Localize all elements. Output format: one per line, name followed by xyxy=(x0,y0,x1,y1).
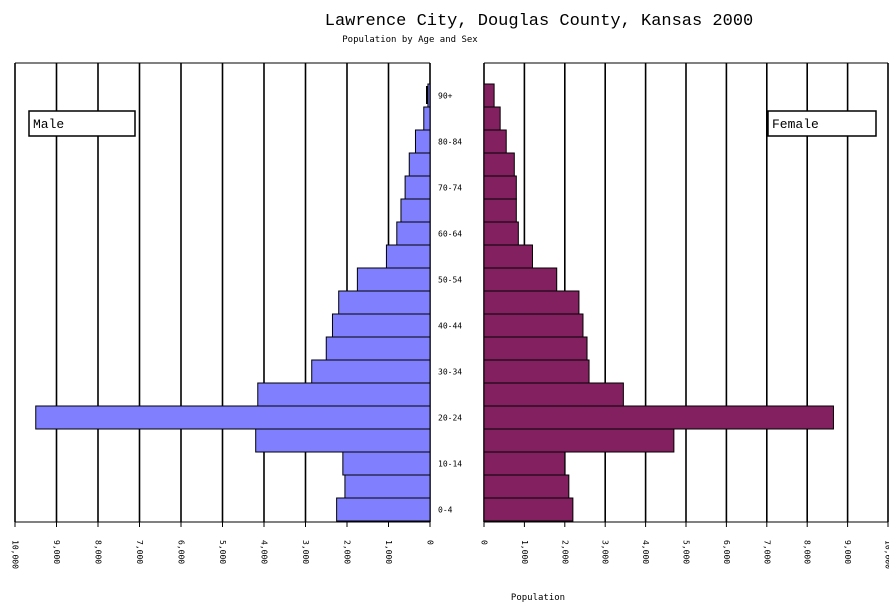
male-tick-label: 4,000 xyxy=(260,540,269,564)
male-bar-25-29 xyxy=(257,382,431,407)
male-tick-label: 10,000 xyxy=(11,540,20,569)
male-tick-label: 7,000 xyxy=(135,540,144,564)
female-bar-45-49 xyxy=(483,290,580,315)
female-bar-85-89 xyxy=(483,106,501,131)
female-bar-0-4 xyxy=(483,497,574,522)
female-bar-30-34 xyxy=(483,359,590,384)
male-tick-label: 0 xyxy=(426,540,435,545)
female-bar-15-19 xyxy=(483,428,675,453)
x-axis-label: Population xyxy=(511,593,565,603)
female-tick-label: 0 xyxy=(480,540,489,545)
male-bar-90+ xyxy=(427,83,431,108)
male-bar-5-9 xyxy=(344,474,431,499)
male-bar-85-89 xyxy=(423,106,431,131)
male-tick-label: 1,000 xyxy=(384,540,393,564)
female-tick-label: 4,000 xyxy=(641,540,650,564)
male-bar-75-79 xyxy=(408,152,431,177)
male-bar-45-49 xyxy=(338,290,431,315)
female-bar-10-14 xyxy=(483,451,566,476)
female-bar-55-59 xyxy=(483,244,533,269)
male-bar-55-59 xyxy=(385,244,431,269)
male-tick-label: 8,000 xyxy=(94,540,103,564)
age-group-labels: 0-4 10-14 20-24 30-34 40-44 50-54 60-64 70-74 80… xyxy=(426,86,462,515)
age-label-40-44: 40-44 xyxy=(438,322,462,331)
male-panel: 0 1,000 2,000 3,000 4,000 5,000 6,000 7,000 8,00… xyxy=(11,62,435,569)
female-tick-label: 7,000 xyxy=(762,540,771,564)
male-tick-label: 6,000 xyxy=(177,540,186,564)
female-legend-box xyxy=(767,110,877,137)
female-panel: 0 1,000 2,000 3,000 4,000 5,000 6,000 7,000 8,00… xyxy=(480,62,889,569)
male-legend-box xyxy=(28,110,136,137)
female-bar-70-74 xyxy=(483,175,517,200)
male-bar-40-44 xyxy=(331,313,431,338)
female-bar-60-64 xyxy=(483,221,519,246)
female-bar-40-44 xyxy=(483,313,584,338)
female-tick-label: 1,000 xyxy=(520,540,529,564)
male-bar-80-84 xyxy=(414,129,431,154)
male-legend-label: Male xyxy=(33,117,64,132)
chart-title: Lawrence City, Douglas County, Kansas 20… xyxy=(325,12,753,31)
female-tick-label: 9,000 xyxy=(843,540,852,564)
male-tick-label: 5,000 xyxy=(218,540,227,564)
male-tick-label: 3,000 xyxy=(301,540,310,564)
male-bar-10-14 xyxy=(342,451,431,476)
female-tick-label: 3,000 xyxy=(601,540,610,564)
chart-subtitle: Population by Age and Sex xyxy=(342,35,478,45)
male-bar-70-74 xyxy=(404,175,431,200)
female-tick-label: 5,000 xyxy=(682,540,691,564)
age-label-70-74: 70-74 xyxy=(438,184,462,193)
female-bar-25-29 xyxy=(483,382,624,407)
age-label-10-14: 10-14 xyxy=(438,460,462,469)
male-bar-15-19 xyxy=(255,428,431,453)
age-label-20-24: 20-24 xyxy=(438,414,462,423)
female-bar-75-79 xyxy=(483,152,515,177)
age-label-90+: 90+ xyxy=(438,92,453,101)
age-label-50-54: 50-54 xyxy=(438,276,462,285)
female-bar-5-9 xyxy=(483,474,570,499)
male-bar-50-54 xyxy=(356,267,431,292)
female-bar-65-69 xyxy=(483,198,517,223)
male-tick-label: 9,000 xyxy=(52,540,61,564)
female-tick-label: 6,000 xyxy=(722,540,731,564)
male-bar-60-64 xyxy=(396,221,431,246)
female-bar-90+ xyxy=(483,83,495,108)
female-tick-label: 8,000 xyxy=(803,540,812,564)
age-label-80-84: 80-84 xyxy=(438,138,462,147)
age-label-30-34: 30-34 xyxy=(438,368,462,377)
female-bar-20-24 xyxy=(483,405,834,430)
female-tick-label: 10,000 xyxy=(884,540,889,569)
female-bar-50-54 xyxy=(483,267,558,292)
female-bar-80-84 xyxy=(483,129,507,154)
male-bar-65-69 xyxy=(400,198,431,223)
age-label-0-4: 0-4 xyxy=(438,506,453,515)
female-legend-label: Female xyxy=(772,117,819,132)
male-bar-20-24 xyxy=(35,405,431,430)
male-bar-30-34 xyxy=(311,359,431,384)
female-bar-35-39 xyxy=(483,336,588,361)
male-tick-label: 2,000 xyxy=(343,540,352,564)
female-tick-label: 2,000 xyxy=(560,540,569,564)
male-bar-0-4 xyxy=(336,497,431,522)
age-label-60-64: 60-64 xyxy=(438,230,462,239)
male-bar-35-39 xyxy=(325,336,431,361)
